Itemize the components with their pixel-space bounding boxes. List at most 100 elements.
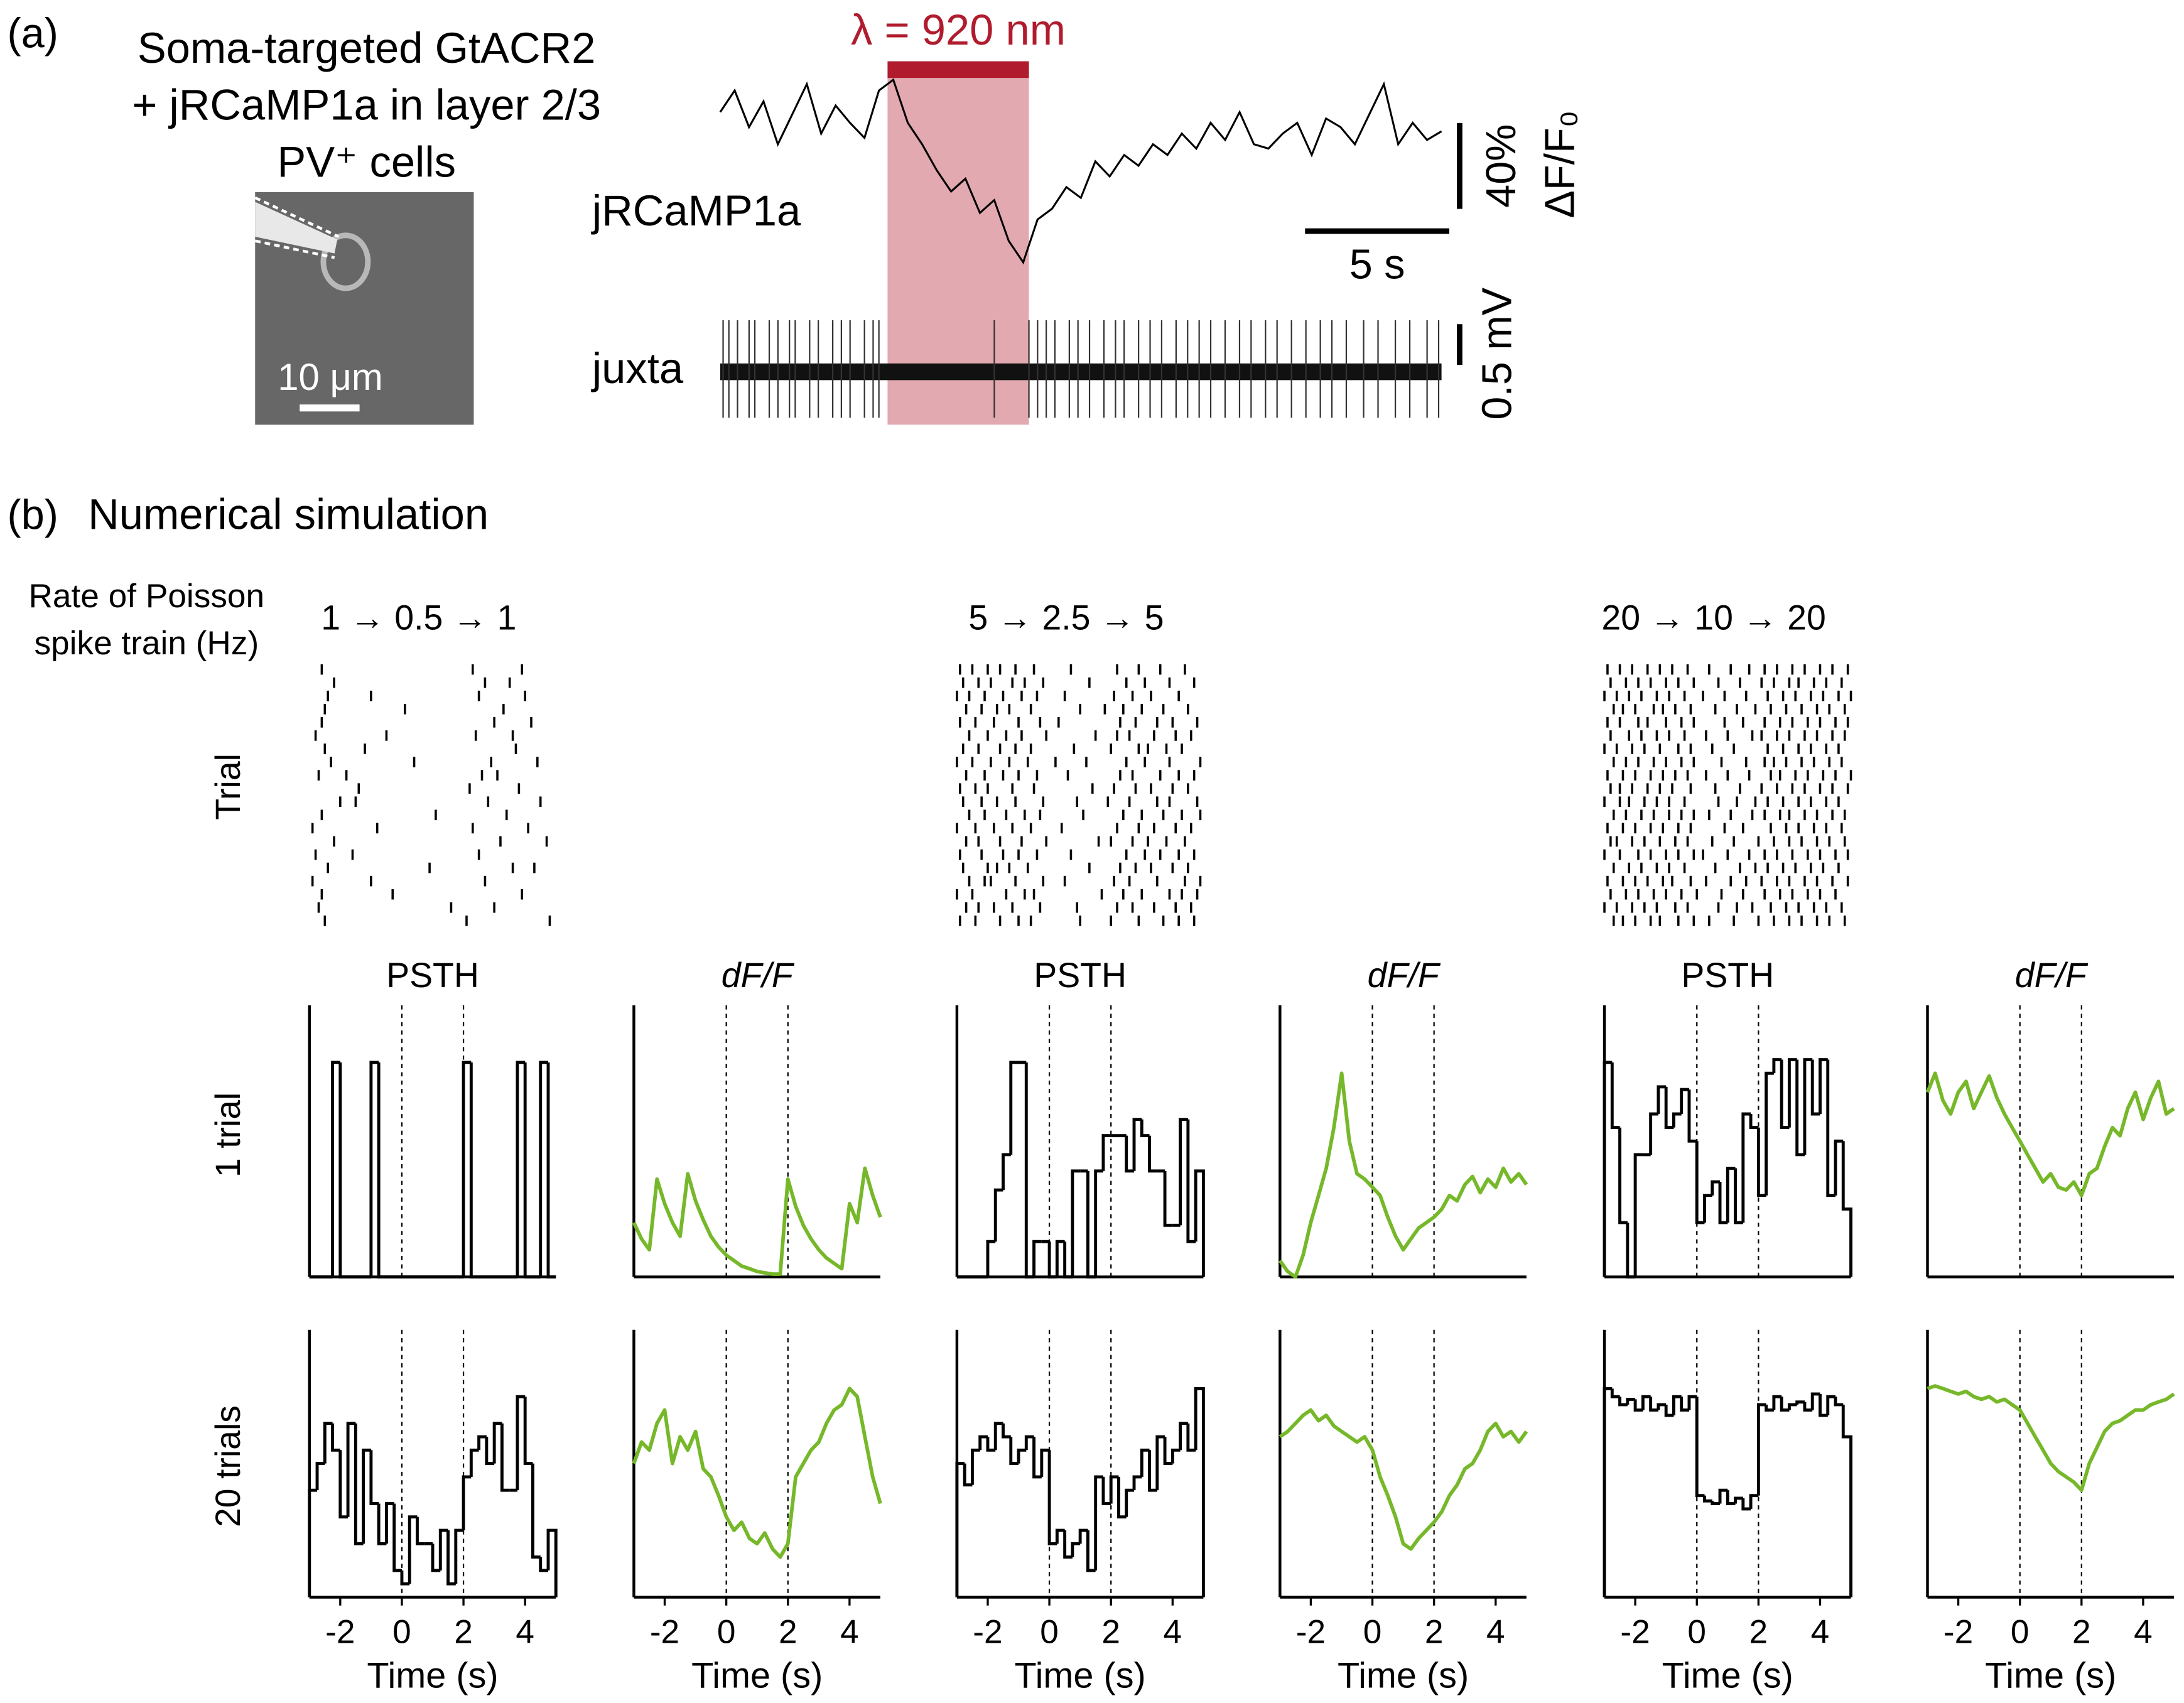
psth-bin [1795, 1400, 1805, 1405]
psth-bin [1657, 1403, 1667, 1410]
panel-label: (a) [8, 10, 58, 57]
psth-bin [1841, 1404, 1852, 1598]
x-tick-label: 4 [1164, 1614, 1182, 1651]
x-tick-label: 4 [1811, 1614, 1830, 1651]
psth-bin [1125, 1135, 1135, 1173]
psth-bin [993, 1188, 1003, 1242]
psth-bin [1819, 1393, 1828, 1417]
psth-bin [1664, 1086, 1674, 1130]
x-tick-label: -2 [1620, 1614, 1650, 1651]
psth-bin [1633, 1153, 1643, 1277]
psth-bin [1695, 1141, 1705, 1225]
psth-bin [1109, 1475, 1119, 1504]
psth-bin [392, 1503, 402, 1572]
psth-bin [1002, 1153, 1011, 1191]
x-axis-label: Time (s) [1015, 1656, 1146, 1696]
psth-bin [1094, 1475, 1103, 1571]
psth-bin [1803, 1402, 1813, 1412]
psth-bin [1009, 1437, 1019, 1466]
psth-bin [1780, 1397, 1790, 1412]
psth-bin [1140, 1119, 1150, 1138]
psth-bin [469, 1062, 479, 1279]
psth-bin [539, 1557, 548, 1572]
plot-title: dF/F [1368, 956, 1441, 995]
psth-bin [1819, 1058, 1828, 1114]
x-tick-label: 0 [1687, 1614, 1706, 1651]
x-tick-label: 4 [840, 1614, 859, 1651]
psth-bin [485, 1437, 495, 1466]
psth-bin [1741, 1112, 1751, 1223]
dff-line [632, 1166, 882, 1276]
plot-title: dF/F [2015, 956, 2089, 995]
x-tick-label: 0 [717, 1614, 736, 1651]
psth-bin [1672, 1395, 1682, 1415]
x-tick-label: -2 [1296, 1614, 1326, 1651]
psth-bin [1756, 1127, 1766, 1198]
psth-bin [1810, 1059, 1820, 1116]
psth-bin [454, 1528, 464, 1584]
psth-bin [1603, 1061, 1613, 1277]
x-tick-label: -2 [1943, 1614, 1973, 1651]
row-label: 20 trials [208, 1405, 247, 1527]
psth-bin [1664, 1404, 1674, 1417]
psth-bin [1726, 1167, 1736, 1223]
psth-bin [1803, 1058, 1813, 1155]
psth-bin [539, 1061, 548, 1277]
psth-bin [1657, 1085, 1667, 1114]
psth-bin [1101, 1476, 1111, 1505]
psth-bin [315, 1462, 325, 1491]
psth-bin [1086, 1170, 1096, 1279]
psth-bin [1649, 1397, 1658, 1412]
psth-bin [1186, 1119, 1196, 1243]
psth-bin [1649, 1112, 1658, 1155]
psth-bin [523, 1397, 533, 1466]
x-tick-label: 0 [2011, 1614, 2030, 1651]
psth-bin [1810, 1392, 1820, 1410]
plot-title: PSTH [386, 956, 479, 995]
psth-bin [1017, 1448, 1027, 1464]
psth-bin [1132, 1475, 1142, 1491]
psth-bin [1047, 1241, 1057, 1279]
psth-bin [1711, 1180, 1721, 1196]
construct-label: PV⁺ cells [277, 138, 456, 187]
psth-bin [1148, 1450, 1157, 1492]
psth-bin [1718, 1488, 1728, 1504]
psth-bin [955, 1462, 965, 1598]
psth-bin [1610, 1062, 1620, 1130]
psth-bin [416, 1516, 425, 1545]
psth-bin [1826, 1395, 1836, 1415]
psth-bin [500, 1423, 510, 1492]
plot-title: PSTH [1034, 956, 1127, 995]
rate-label: Rate of Poisson [29, 578, 265, 615]
psth-bin [1726, 1490, 1736, 1505]
x-tick-label: 4 [2134, 1614, 2153, 1651]
x-tick-label: -2 [650, 1614, 679, 1651]
x-tick-label: 2 [2072, 1614, 2091, 1651]
psth-bin [1125, 1488, 1135, 1517]
psth-bin [523, 1062, 533, 1279]
psth-bin [1179, 1422, 1188, 1451]
psth-bin [1009, 1061, 1019, 1155]
x-tick-label: 0 [392, 1614, 411, 1651]
psth-bin [1163, 1170, 1173, 1227]
psth-bin [1032, 1240, 1042, 1277]
psth-bin [1703, 1495, 1712, 1503]
psth-bin [1063, 1241, 1073, 1279]
psth-bin [331, 1423, 340, 1452]
psth-bin [1148, 1135, 1157, 1173]
psth-bin [1194, 1387, 1205, 1598]
psth-bin [1047, 1450, 1057, 1545]
panel-label: (b) [8, 492, 58, 539]
psth-bin [384, 1502, 394, 1544]
psth-bin [1834, 1397, 1844, 1407]
dff-line [1927, 1384, 2175, 1493]
dff-line [632, 1387, 882, 1559]
psth-bin [1633, 1399, 1643, 1412]
psth-bin [1787, 1403, 1797, 1410]
psth-bin [1024, 1435, 1034, 1451]
x-tick-label: 2 [779, 1614, 797, 1651]
psth-bin [354, 1423, 364, 1545]
psth-bin [1680, 1088, 1689, 1114]
psth-bin [1086, 1530, 1096, 1572]
psth-bin [1117, 1476, 1127, 1519]
